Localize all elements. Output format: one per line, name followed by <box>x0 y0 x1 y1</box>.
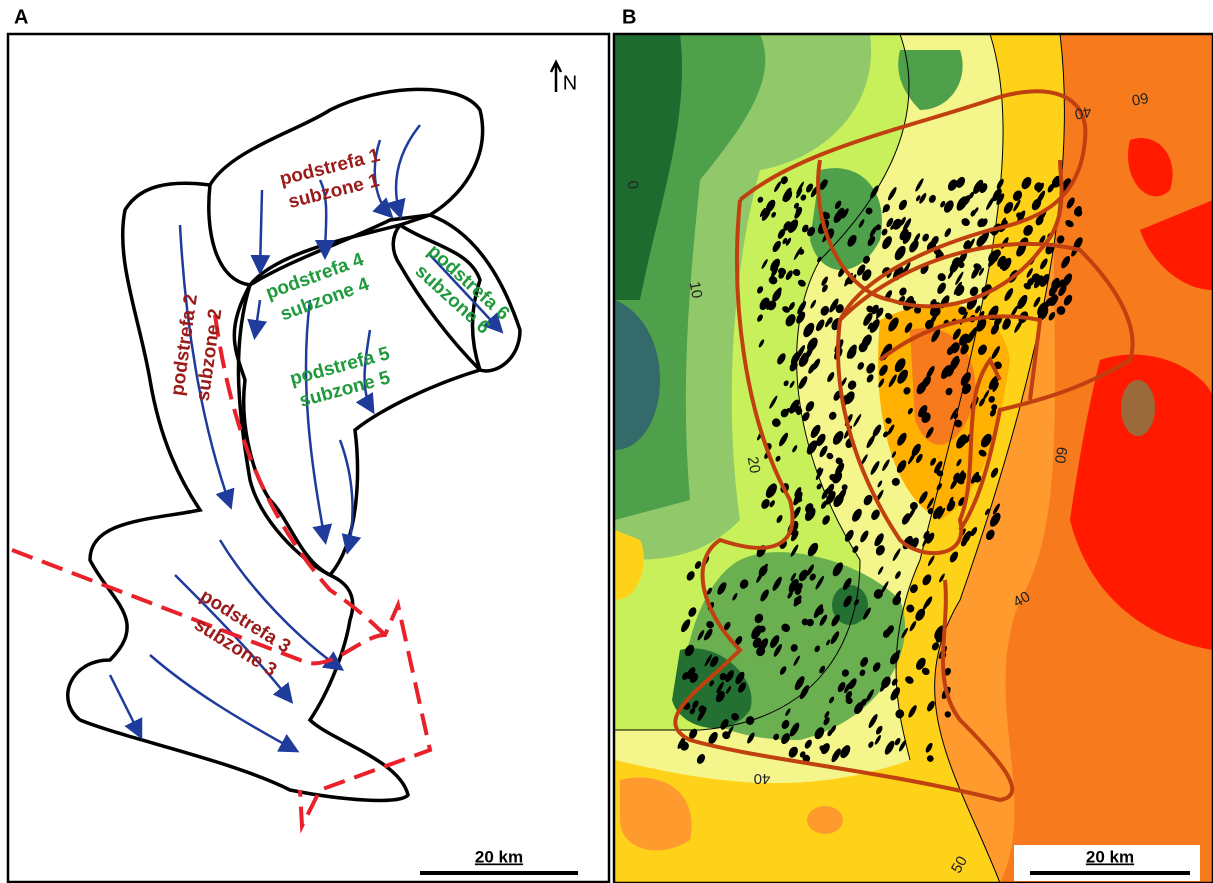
panel-label: B <box>622 6 636 28</box>
contour-label: 10 <box>686 280 706 299</box>
panel-label: A <box>14 6 28 28</box>
scale-label: 20 km <box>1086 847 1134 866</box>
heat-map <box>615 34 1213 883</box>
scale-label: 20 km <box>475 847 523 866</box>
north-label: N <box>563 72 577 94</box>
contour-label: 60 <box>1130 89 1149 109</box>
north-arrow <box>551 62 561 92</box>
contour-label: 20 <box>744 455 764 474</box>
contour-label: 40 <box>1073 103 1092 123</box>
contour-label: 40 <box>754 770 771 787</box>
dashed-boundary <box>12 550 430 826</box>
figure: A B podstrefa 1 subzone 1 podstrefa 2 su… <box>0 0 1213 883</box>
contour-label: 60 <box>1051 445 1071 464</box>
